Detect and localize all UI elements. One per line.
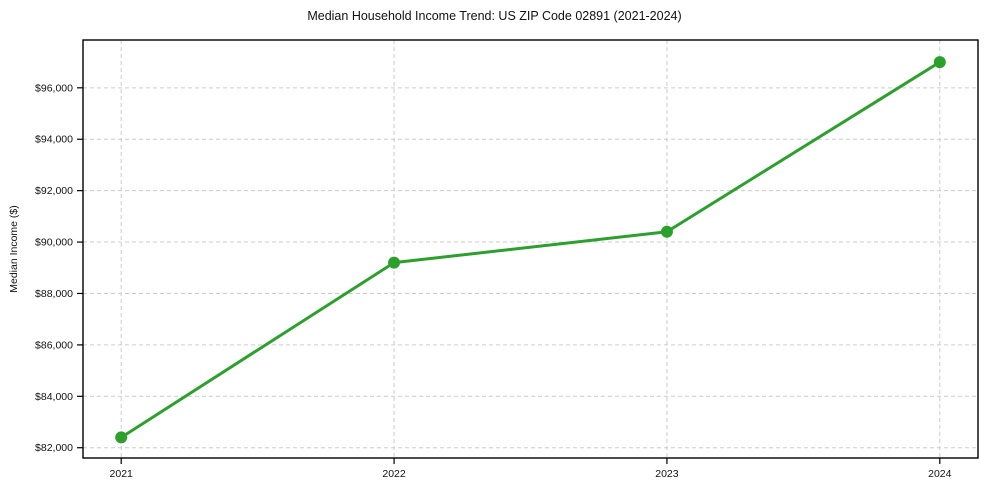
data-point-marker — [933, 56, 946, 69]
x-tick-label: 2024 — [928, 468, 952, 480]
y-tick-label: $96,000 — [35, 82, 73, 94]
data-point-marker — [115, 431, 128, 444]
income-trend-line — [119, 60, 942, 439]
x-tick-label: 2021 — [110, 468, 134, 480]
data-point-marker — [660, 225, 673, 238]
x-tick-label: 2023 — [655, 468, 679, 480]
chart-title: Median Household Income Trend: US ZIP Co… — [307, 9, 682, 23]
y-tick-label: $92,000 — [35, 185, 73, 197]
data-point-marker — [388, 256, 401, 269]
y-axis-label: Median Income ($) — [8, 205, 20, 293]
plot-border — [82, 39, 979, 459]
y-tick-label: $82,000 — [35, 442, 73, 454]
y-tick-label: $88,000 — [35, 288, 73, 300]
y-tick-label: $86,000 — [35, 339, 73, 351]
y-tick-label: $94,000 — [35, 134, 73, 146]
y-tick-label: $90,000 — [35, 237, 73, 249]
y-tick-label: $84,000 — [35, 391, 73, 403]
x-tick-label: 2022 — [382, 468, 406, 480]
